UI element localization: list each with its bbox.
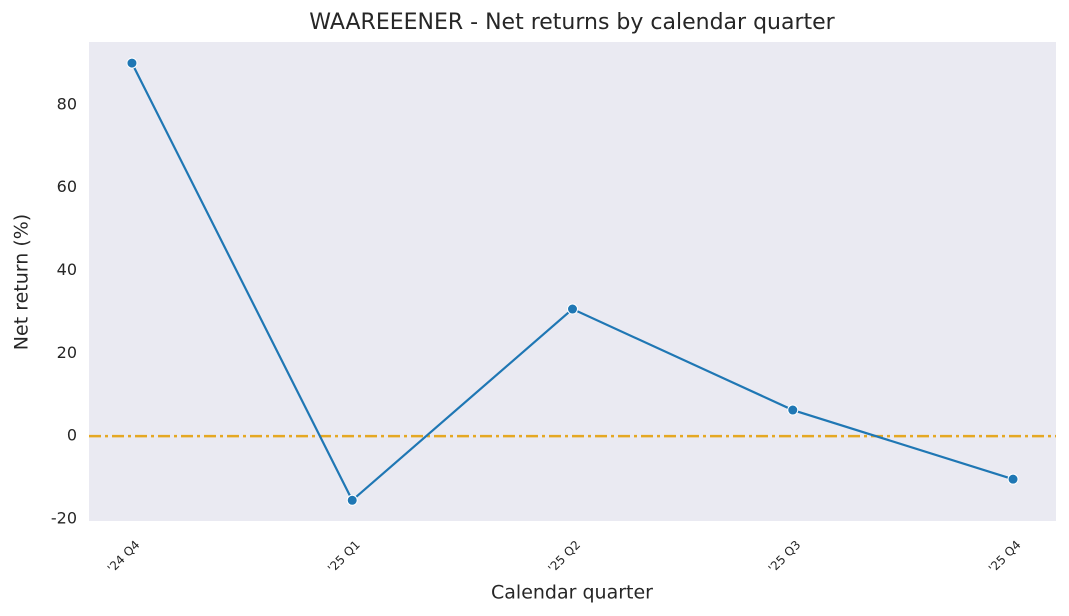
x-tick-label: '24 Q4	[105, 538, 143, 576]
data-point	[787, 404, 799, 416]
data-point	[567, 303, 578, 315]
chart-title: WAAREEENER - Net returns by calendar qua…	[309, 10, 835, 35]
x-tick-label: '25 Q3	[766, 538, 804, 576]
data-point	[346, 494, 358, 506]
data-point	[1007, 473, 1019, 485]
plot-area	[89, 42, 1056, 521]
y-tick-label: 40	[57, 260, 77, 279]
y-tick-label: 20	[57, 343, 77, 362]
x-tick-label: '25 Q1	[325, 538, 363, 576]
data-point	[126, 57, 138, 69]
y-tick-label: 60	[57, 177, 77, 196]
y-tick-label: 80	[57, 94, 77, 113]
y-tick-label: 0	[67, 426, 77, 445]
x-tick-label: '25 Q4	[986, 538, 1024, 576]
y-tick-label: -20	[51, 508, 77, 527]
x-axis-label: Calendar quarter	[491, 582, 653, 604]
y-axis-label: Net return (%)	[11, 214, 33, 350]
x-tick-label: '25 Q2	[545, 538, 583, 576]
